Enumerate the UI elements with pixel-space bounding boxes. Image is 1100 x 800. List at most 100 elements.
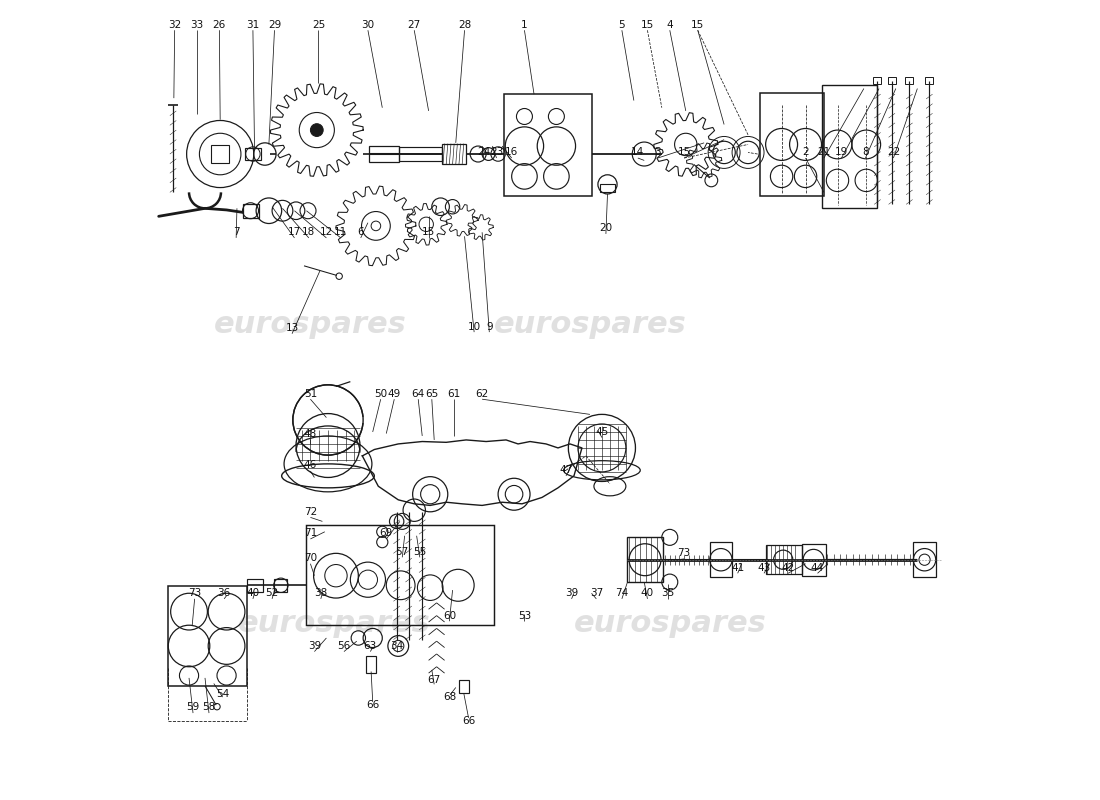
Bar: [822, 85, 878, 208]
Text: 62: 62: [475, 389, 488, 398]
Text: 26: 26: [212, 20, 226, 30]
Text: 59: 59: [186, 702, 199, 713]
Text: 18: 18: [302, 227, 316, 238]
Bar: [913, 542, 936, 578]
Text: 63: 63: [364, 641, 377, 651]
Text: 48: 48: [304, 429, 317, 438]
Text: 5: 5: [618, 20, 625, 30]
Bar: [601, 184, 615, 192]
Text: 23: 23: [490, 147, 503, 158]
Bar: [245, 148, 261, 161]
Bar: [246, 579, 263, 592]
Text: 3: 3: [654, 147, 661, 158]
Text: 22: 22: [887, 147, 900, 158]
Text: 69: 69: [379, 528, 393, 538]
Text: 57: 57: [396, 546, 409, 557]
Text: 45: 45: [595, 427, 608, 437]
Text: 58: 58: [202, 702, 216, 713]
Bar: [888, 78, 895, 84]
Text: 24: 24: [477, 147, 491, 158]
Text: 54: 54: [216, 689, 229, 699]
Text: 27: 27: [408, 20, 421, 30]
Bar: [211, 146, 229, 163]
Text: 16: 16: [505, 147, 518, 158]
Bar: [504, 94, 592, 196]
Text: 37: 37: [590, 588, 603, 598]
Bar: [275, 579, 287, 592]
Text: 19: 19: [835, 147, 848, 158]
Text: 13: 13: [285, 323, 299, 333]
Text: 56: 56: [338, 641, 351, 651]
Text: 20: 20: [600, 223, 613, 234]
Text: 15: 15: [678, 147, 691, 158]
Text: 29: 29: [268, 20, 282, 30]
Text: 60: 60: [443, 610, 455, 621]
Text: 15: 15: [422, 227, 436, 238]
Bar: [905, 78, 913, 84]
Text: 39: 39: [565, 588, 579, 598]
Bar: [307, 526, 494, 626]
Bar: [366, 655, 376, 673]
Text: 53: 53: [518, 610, 531, 621]
Text: 64: 64: [411, 389, 425, 398]
Text: 41: 41: [732, 562, 745, 573]
Text: 14: 14: [631, 147, 645, 158]
Text: 21: 21: [817, 147, 830, 158]
Text: 28: 28: [458, 20, 471, 30]
Text: 34: 34: [390, 641, 404, 651]
Text: 52: 52: [265, 588, 278, 598]
Circle shape: [310, 124, 323, 137]
Text: 15: 15: [691, 20, 704, 30]
Bar: [368, 146, 399, 162]
Text: 61: 61: [448, 389, 461, 398]
Text: 46: 46: [304, 461, 317, 470]
Text: 43: 43: [758, 562, 771, 573]
Bar: [802, 544, 825, 576]
Text: 50: 50: [374, 389, 387, 398]
Text: eurospares: eurospares: [214, 310, 407, 338]
Text: eurospares: eurospares: [238, 609, 431, 638]
Text: 67: 67: [428, 674, 441, 685]
Text: 6: 6: [358, 227, 364, 238]
Text: 1: 1: [521, 20, 528, 30]
Text: 40: 40: [246, 588, 260, 598]
Text: 66: 66: [462, 716, 475, 726]
Text: 32: 32: [168, 20, 182, 30]
Bar: [873, 78, 881, 84]
Text: 33: 33: [190, 20, 204, 30]
Text: 31: 31: [246, 20, 260, 30]
Text: 7: 7: [233, 227, 240, 238]
Bar: [442, 144, 466, 165]
Text: 25: 25: [311, 20, 324, 30]
Text: 55: 55: [414, 546, 427, 557]
Text: 38: 38: [315, 588, 328, 598]
Text: 66: 66: [366, 700, 379, 710]
Bar: [399, 147, 442, 162]
Text: 40: 40: [641, 588, 654, 598]
Text: 11: 11: [334, 227, 348, 238]
Text: 73: 73: [188, 588, 201, 598]
Text: 49: 49: [387, 389, 400, 398]
Text: 30: 30: [362, 20, 374, 30]
Bar: [168, 586, 246, 686]
Text: 35: 35: [661, 588, 674, 598]
Text: 44: 44: [811, 562, 824, 573]
Text: 73: 73: [678, 548, 691, 558]
Text: 47: 47: [559, 466, 573, 475]
Bar: [242, 203, 258, 218]
Text: 15: 15: [641, 20, 654, 30]
Text: 42: 42: [781, 562, 794, 573]
Bar: [459, 680, 469, 693]
Text: 72: 72: [304, 507, 317, 517]
Text: 12: 12: [320, 227, 333, 238]
Text: 4: 4: [667, 20, 673, 30]
Bar: [627, 538, 663, 582]
Text: 74: 74: [615, 588, 628, 598]
Text: 2: 2: [802, 147, 808, 158]
Text: eurospares: eurospares: [494, 310, 686, 338]
Text: 65: 65: [426, 389, 439, 398]
Text: 8: 8: [862, 147, 869, 158]
Bar: [760, 93, 824, 196]
Text: 10: 10: [468, 322, 481, 331]
Text: 36: 36: [218, 588, 231, 598]
